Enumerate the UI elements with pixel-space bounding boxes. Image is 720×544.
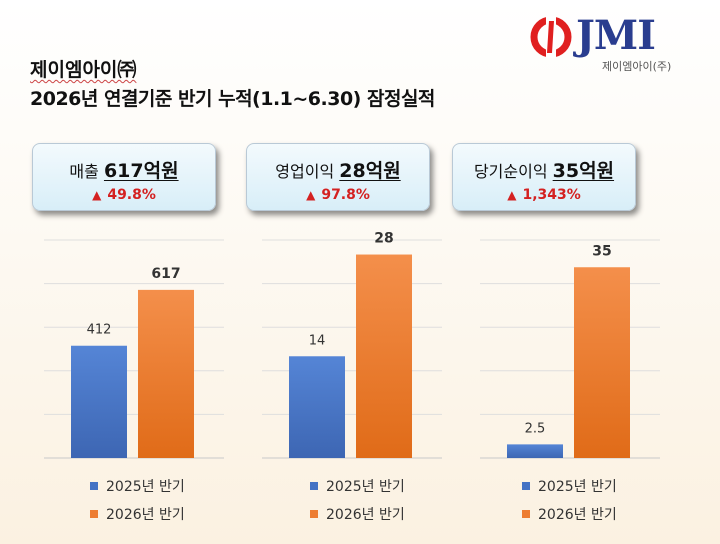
kpi-value: 28억원: [339, 160, 401, 182]
legend-revenue: 2025년 반기 2026년 반기: [90, 472, 185, 528]
legend-operating-profit: 2025년 반기 2026년 반기: [310, 472, 405, 528]
chart-revenue-svg: 412 617: [44, 239, 224, 459]
jmi-logo-mark-icon: [530, 16, 572, 58]
kpi-card-operating-profit: 영업이익 28억원 ▲ 97.8%: [246, 143, 430, 211]
kpi-label: 당기순이익: [473, 162, 548, 181]
kpi-value: 35억원: [552, 160, 615, 182]
chart-operating-profit-svg: 14 28: [262, 231, 442, 459]
kpi-value: 617억원: [103, 160, 179, 182]
chart-revenue: 412 617: [44, 230, 224, 462]
bar-2026: [574, 267, 630, 458]
data-label: 28: [374, 231, 393, 247]
legend-swatch-2025: [310, 482, 318, 490]
report-headline: 2026년 연결기준 반기 누적(1.1~6.30) 잠정실적: [30, 88, 435, 110]
company-name: 제이엠아이㈜: [30, 59, 137, 81]
kpi-change: 1,343%: [522, 187, 581, 203]
bar-2026: [138, 289, 194, 458]
data-label: 617: [151, 266, 180, 282]
up-triangle-icon: ▲: [507, 188, 517, 202]
legend-swatch-2026: [310, 510, 318, 518]
kpi-label: 영업이익: [275, 162, 335, 181]
company-logo: JMI 제이엠아이(주): [530, 12, 690, 76]
chart-operating-profit: 14 28: [262, 230, 442, 462]
legend-net-income: 2025년 반기 2026년 반기: [522, 472, 617, 528]
up-triangle-icon: ▲: [92, 188, 102, 202]
legend-label: 2025년 반기: [106, 479, 185, 495]
legend-swatch-2026: [90, 510, 98, 518]
logo-subtext: 제이엠아이(주): [602, 60, 672, 73]
legend-label: 2026년 반기: [326, 507, 405, 523]
bar-2025: [71, 345, 127, 458]
legend-swatch-2025: [90, 482, 98, 490]
bar-2026: [356, 254, 412, 458]
legend-label: 2026년 반기: [538, 507, 617, 523]
data-label: 35: [592, 243, 611, 259]
legend-swatch-2025: [522, 482, 530, 490]
legend-swatch-2026: [522, 510, 530, 518]
data-label: 412: [87, 323, 112, 338]
kpi-change: 97.8%: [321, 187, 370, 203]
legend-label: 2025년 반기: [326, 479, 405, 495]
kpi-card-net-income: 당기순이익 35억원 ▲ 1,343%: [452, 143, 636, 211]
kpi-label: 매출: [69, 162, 99, 181]
chart-net-income-svg: 2.5 35: [480, 239, 660, 459]
legend-label: 2026년 반기: [106, 507, 185, 523]
logo-text: JMI: [576, 12, 656, 59]
up-triangle-icon: ▲: [306, 188, 316, 202]
legend-label: 2025년 반기: [538, 479, 617, 495]
chart-net-income: 2.5 35: [480, 230, 660, 462]
data-label: 14: [309, 333, 326, 348]
bar-2025: [289, 356, 345, 458]
kpi-card-revenue: 매출 617억원 ▲ 49.8%: [32, 143, 216, 211]
kpi-change: 49.8%: [107, 187, 156, 203]
data-label: 2.5: [525, 421, 546, 436]
bar-2025: [507, 444, 563, 458]
